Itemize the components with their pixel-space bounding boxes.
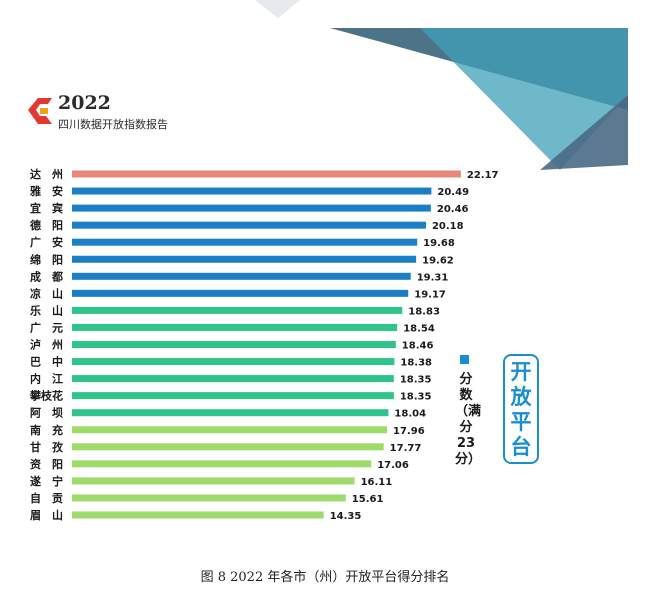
category-label: 泸 州 [30, 338, 63, 352]
bar [72, 511, 324, 519]
bar [72, 341, 396, 348]
bar [72, 426, 388, 434]
figure-caption: 图 8 2022 年各市（州）开放平台得分排名 [200, 570, 450, 585]
value-label: 18.35 [400, 392, 432, 403]
bar [72, 238, 418, 246]
bar [72, 221, 426, 229]
value-label: 17.96 [393, 426, 425, 437]
value-label: 19.68 [423, 238, 455, 249]
bar [72, 443, 384, 451]
category-label: 攀枝花 [29, 389, 63, 403]
decor-triangle-light [255, 0, 300, 18]
report-name: 四川数据开放指数报告 [58, 118, 168, 131]
bar [72, 272, 411, 280]
value-label: 20.18 [432, 221, 464, 232]
category-label: 达 州 [30, 167, 63, 181]
category-label: 资 阳 [30, 457, 63, 471]
bars-layer: 达 州 22.17 雅 安 20.49 宜 宾 20.46 德 阳 20.18 广 安 19.68… [29, 167, 499, 522]
bar [72, 494, 346, 502]
category-label: 阿 坝 [30, 406, 63, 420]
bar [72, 187, 432, 195]
category-label: 遂 宁 [30, 474, 63, 488]
decor-triangle-teal [420, 28, 628, 170]
value-label: 18.38 [400, 358, 432, 369]
bar [72, 460, 372, 468]
category-label: 甘 孜 [30, 440, 64, 454]
bar [72, 358, 395, 366]
decor-triangle-slate [540, 95, 628, 170]
bar [72, 323, 398, 331]
value-label: 18.35 [400, 375, 432, 386]
bar [72, 204, 431, 212]
category-label: 广 元 [30, 320, 63, 334]
value-label: 22.17 [467, 170, 499, 181]
category-label: 南 充 [30, 423, 63, 437]
logo-icon [28, 98, 52, 124]
bar [72, 289, 409, 297]
value-label: 17.06 [377, 460, 409, 471]
category-label: 自 贡 [30, 491, 63, 505]
category-label: 宜 宾 [30, 201, 63, 215]
bar [72, 375, 394, 383]
category-label: 广 安 [30, 235, 63, 249]
category-label: 成 都 [30, 269, 63, 283]
value-label: 18.54 [403, 323, 435, 334]
value-label: 20.49 [437, 187, 469, 198]
bar [72, 392, 394, 400]
side-title: 开放平台 [510, 360, 532, 459]
category-label: 凉 山 [30, 286, 63, 300]
bar [72, 170, 461, 178]
report-year: 2022 [58, 92, 111, 114]
value-label: 19.31 [417, 272, 449, 283]
value-label: 16.11 [361, 477, 393, 488]
value-label: 19.17 [414, 289, 446, 300]
value-label: 14.35 [330, 511, 362, 522]
bar [72, 477, 355, 485]
category-label: 眉 山 [30, 508, 63, 522]
value-label: 17.77 [390, 443, 422, 454]
value-label: 18.04 [394, 409, 426, 420]
value-label: 18.46 [402, 341, 434, 352]
bar [72, 255, 417, 263]
value-label: 19.62 [422, 255, 454, 266]
category-label: 德 阳 [29, 218, 63, 232]
category-label: 雅 安 [30, 184, 63, 198]
side-title-frame [503, 354, 539, 464]
value-label: 15.61 [352, 494, 384, 505]
category-label: 巴 中 [30, 355, 63, 369]
value-label: 18.83 [408, 306, 440, 317]
legend-swatch [460, 355, 469, 364]
legend-label: 分数（满分23分） [455, 372, 482, 467]
value-label: 20.46 [437, 204, 469, 215]
category-label: 绵 阳 [30, 252, 63, 266]
category-label: 内 江 [30, 372, 63, 386]
bar [72, 409, 389, 417]
bar [72, 306, 403, 314]
category-label: 乐 山 [30, 303, 63, 317]
